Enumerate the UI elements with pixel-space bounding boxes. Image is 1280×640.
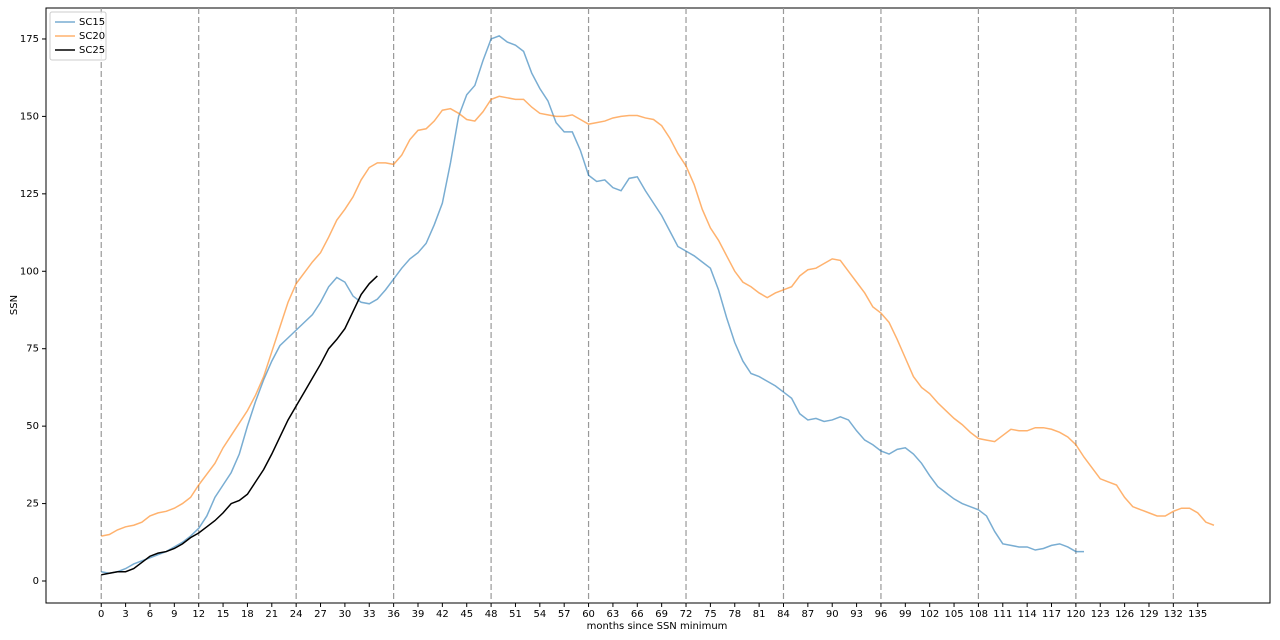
- x-tick-label: 120: [1066, 609, 1085, 620]
- x-tick-label: 45: [460, 609, 473, 620]
- legend-box: [49, 11, 107, 61]
- plot-frame: [45, 7, 1271, 604]
- x-tick-label: 78: [728, 609, 741, 620]
- x-axis-label: months since SSN minimum: [587, 621, 728, 632]
- x-tick-label: 60: [582, 609, 595, 620]
- x-tick-label: 108: [969, 609, 988, 620]
- x-tick-label: 15: [217, 609, 230, 620]
- y-tick-label: 0: [33, 576, 39, 587]
- x-tick-label: 39: [412, 609, 425, 620]
- y-tick-label: 175: [20, 34, 39, 45]
- x-tick-label: 42: [436, 609, 449, 620]
- x-tick-label: 111: [993, 609, 1012, 620]
- x-tick-label: 126: [1115, 609, 1134, 620]
- x-tick-label: 102: [920, 609, 939, 620]
- x-tick-label: 27: [314, 609, 327, 620]
- y-tick-label: 100: [20, 266, 39, 277]
- x-tick-label: 69: [655, 609, 668, 620]
- x-tick-label: 3: [122, 609, 128, 620]
- x-tick-label: 90: [826, 609, 839, 620]
- x-tick-label: 30: [339, 609, 352, 620]
- x-tick-label: 54: [533, 609, 546, 620]
- x-tick-label: 72: [680, 609, 693, 620]
- x-tick-label: 18: [241, 609, 254, 620]
- y-tick-label: 150: [20, 111, 39, 122]
- x-tick-label: 9: [171, 609, 177, 620]
- x-tick-label: 51: [509, 609, 522, 620]
- x-tick-label: 48: [485, 609, 498, 620]
- x-tick-label: 33: [363, 609, 376, 620]
- y-tick-label: 75: [26, 344, 39, 355]
- x-tick-label: 21: [265, 609, 278, 620]
- series-line: [101, 35, 1084, 575]
- y-tick-label: 125: [20, 189, 39, 200]
- x-tick-label: 93: [850, 609, 863, 620]
- x-tick-label: 117: [1042, 609, 1061, 620]
- legend-label: SC25: [79, 45, 105, 56]
- x-tick-label: 84: [777, 609, 790, 620]
- x-tick-label: 123: [1091, 609, 1110, 620]
- legend-label: SC15: [79, 17, 105, 28]
- x-tick-label: 57: [558, 609, 571, 620]
- legend-label: SC20: [79, 31, 105, 42]
- x-tick-label: 99: [899, 609, 912, 620]
- x-tick-label: 66: [631, 609, 644, 620]
- x-tick-label: 36: [387, 609, 400, 620]
- series-line: [101, 275, 378, 576]
- x-tick-label: 132: [1164, 609, 1183, 620]
- x-tick-label: 96: [875, 609, 888, 620]
- x-tick-label: 75: [704, 609, 717, 620]
- x-tick-label: 63: [607, 609, 620, 620]
- x-tick-label: 87: [801, 609, 814, 620]
- y-tick-label: 25: [26, 499, 39, 510]
- x-tick-label: 105: [945, 609, 964, 620]
- series-line: [101, 95, 1215, 537]
- y-tick-label: 50: [26, 421, 39, 432]
- x-tick-label: 24: [290, 609, 303, 620]
- x-tick-label: 12: [192, 609, 205, 620]
- x-tick-label: 114: [1018, 609, 1037, 620]
- x-tick-label: 0: [98, 609, 104, 620]
- y-axis-label: SSN: [9, 295, 20, 315]
- x-tick-label: 81: [753, 609, 766, 620]
- x-tick-label: 129: [1139, 609, 1158, 620]
- x-tick-label: 135: [1188, 609, 1207, 620]
- x-tick-label: 6: [147, 609, 153, 620]
